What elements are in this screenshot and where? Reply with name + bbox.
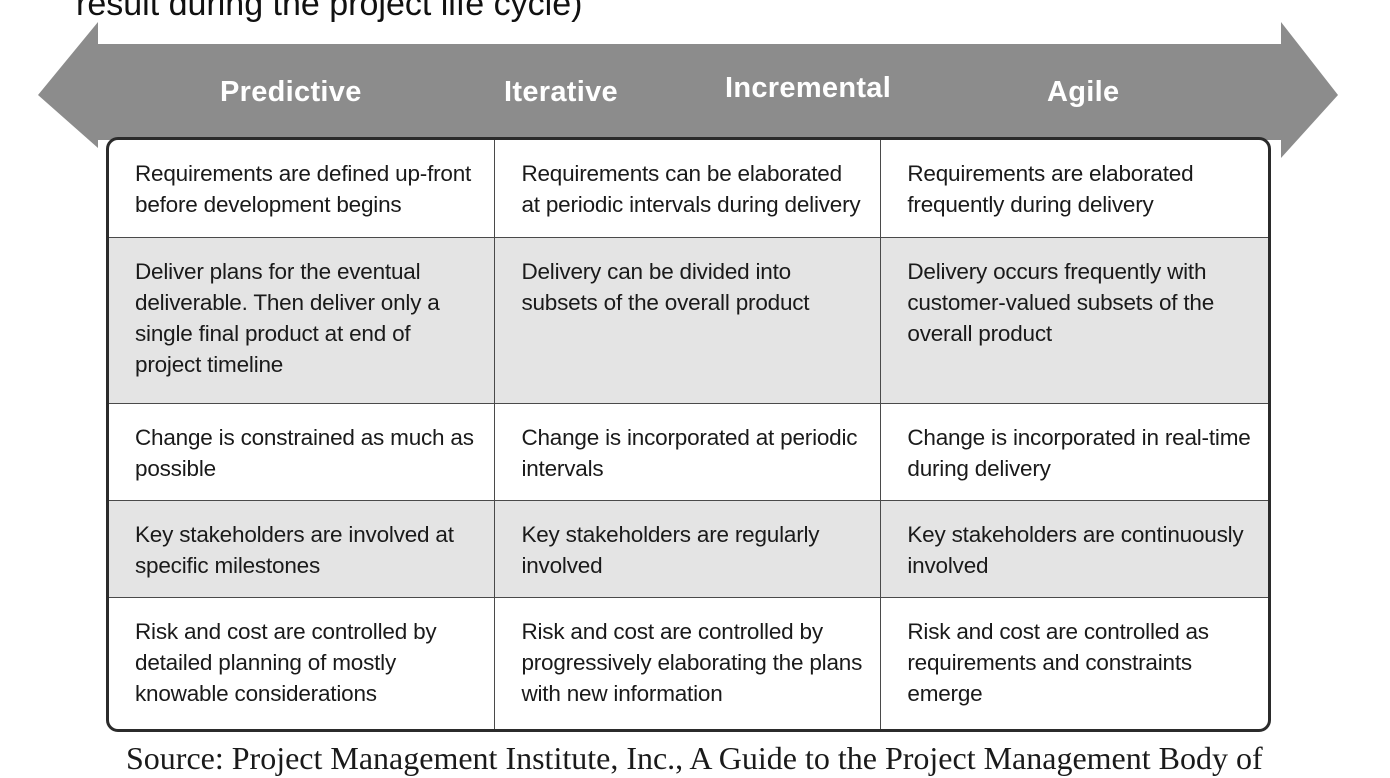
cell-agile-stakeholders: Key stakeholders are continuously involv… [880, 499, 1268, 598]
cell-predictive-requirements: Requirements are defined up-front before… [109, 140, 496, 238]
cell-predictive-change: Change is constrained as much as possibl… [109, 402, 496, 501]
cell-iterative-requirements: Requirements can be elaborated at period… [494, 140, 882, 238]
row-change: Change is constrained as much as possibl… [109, 402, 1268, 501]
continuum-arrow-shape [38, 22, 1338, 158]
comparison-table: Requirements are defined up-front before… [106, 137, 1271, 732]
comparison-grid: Requirements are defined up-front before… [109, 140, 1268, 729]
cell-predictive-delivery: Deliver plans for the eventual deliverab… [109, 236, 496, 404]
cell-agile-requirements: Requirements are elaborated frequently d… [880, 140, 1268, 238]
cell-iterative-risk-cost: Risk and cost are controlled by progress… [494, 596, 882, 729]
label-incremental: Incremental [725, 72, 892, 104]
double-headed-arrow [38, 22, 1338, 158]
label-iterative: Iterative [504, 76, 618, 108]
row-delivery: Deliver plans for the eventual deliverab… [109, 236, 1268, 404]
top-caption: result during the project life cycle) [76, 0, 583, 23]
cell-iterative-change: Change is incorporated at periodic inter… [494, 402, 882, 501]
label-predictive: Predictive [220, 76, 362, 108]
cell-iterative-stakeholders: Key stakeholders are regularly involved [494, 499, 882, 598]
cell-agile-delivery: Delivery occurs frequently with customer… [880, 236, 1268, 404]
label-agile: Agile [1047, 76, 1120, 108]
cell-predictive-risk-cost: Risk and cost are controlled by detailed… [109, 596, 496, 729]
row-stakeholders: Key stakeholders are involved at specifi… [109, 499, 1268, 598]
cell-agile-risk-cost: Risk and cost are controlled as requirem… [880, 596, 1268, 729]
cell-iterative-delivery: Delivery can be divided into subsets of … [494, 236, 882, 404]
cell-agile-change: Change is incorporated in real-time duri… [880, 402, 1268, 501]
row-risk-cost: Risk and cost are controlled by detailed… [109, 596, 1268, 729]
source-citation: Source: Project Management Institute, In… [126, 740, 1263, 776]
row-requirements: Requirements are defined up-front before… [109, 140, 1268, 238]
cell-predictive-stakeholders: Key stakeholders are involved at specifi… [109, 499, 496, 598]
